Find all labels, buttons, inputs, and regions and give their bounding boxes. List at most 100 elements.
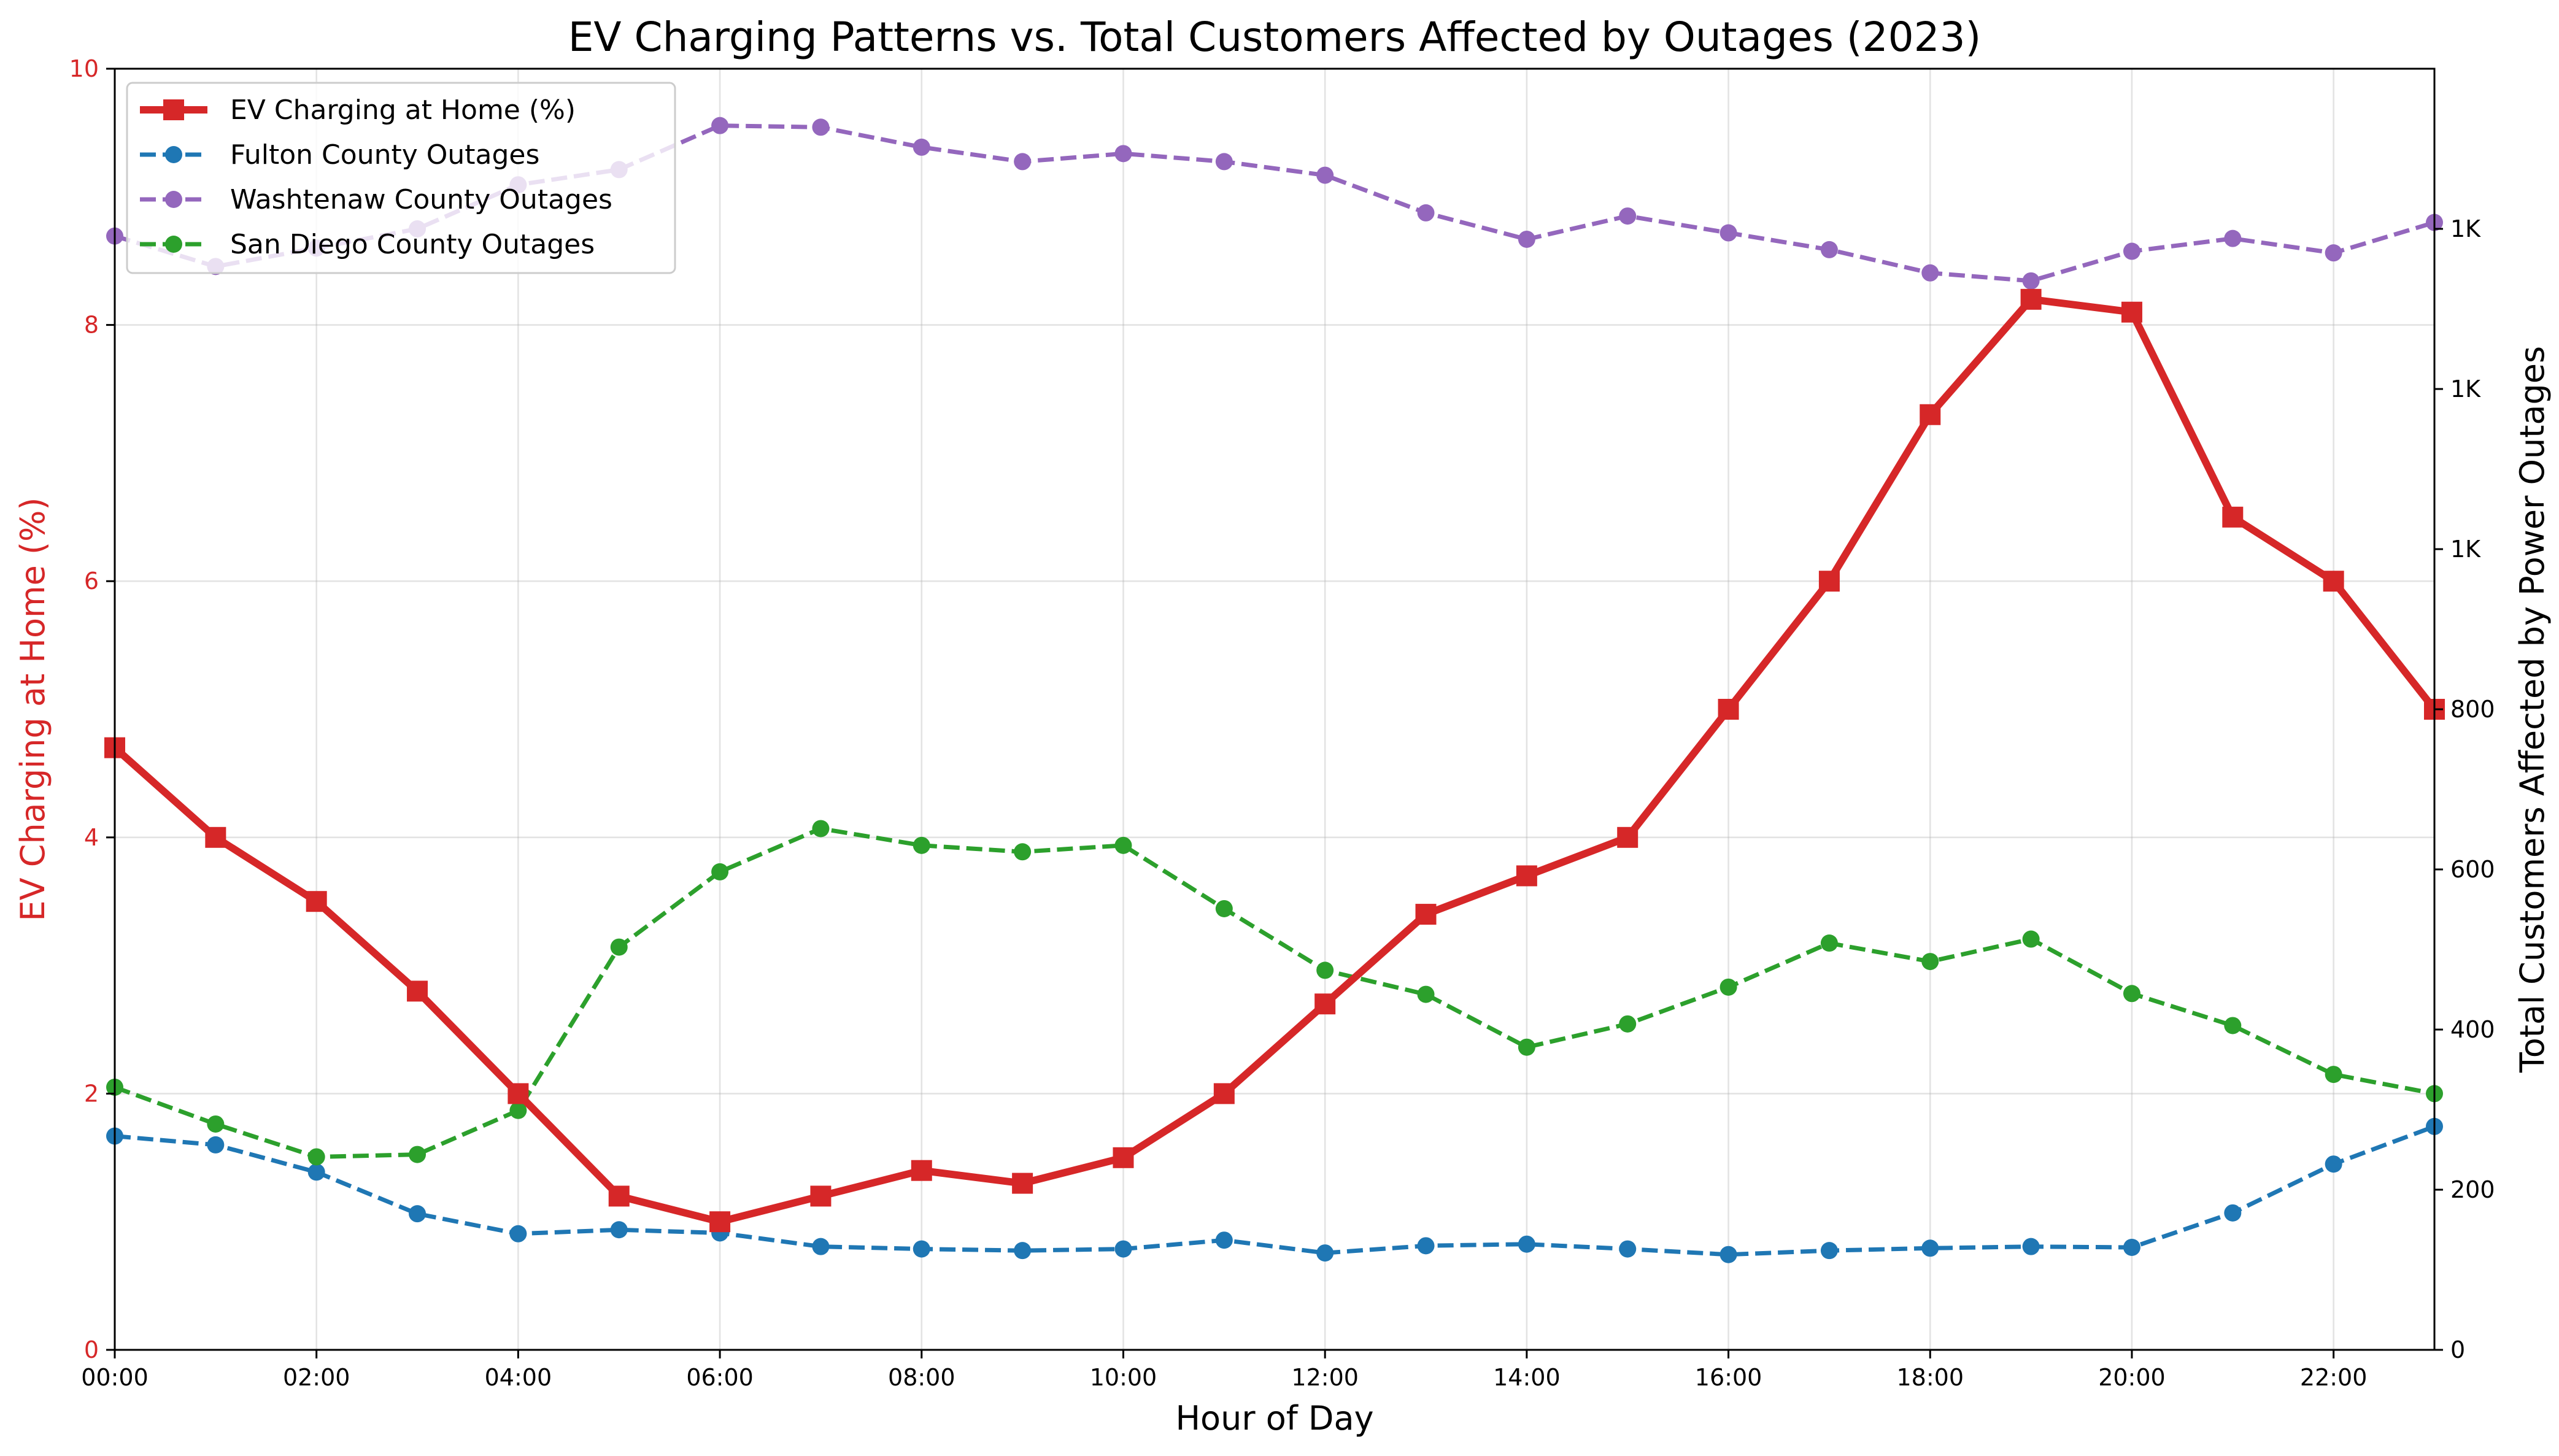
data-point bbox=[1014, 1242, 1032, 1260]
y-left-tick-label: 6 bbox=[84, 568, 99, 595]
data-point bbox=[1518, 1038, 1535, 1056]
data-point bbox=[1518, 230, 1535, 248]
legend-label: Washtenaw County Outages bbox=[230, 184, 612, 215]
data-point bbox=[1113, 1147, 1134, 1168]
data-point bbox=[1213, 1083, 1235, 1104]
chart-title: EV Charging Patterns vs. Total Customers… bbox=[568, 13, 1982, 61]
data-point bbox=[1617, 826, 1638, 848]
legend-marker bbox=[165, 191, 182, 208]
y-right-tick-label: 800 bbox=[2450, 696, 2495, 723]
data-point bbox=[2222, 506, 2244, 528]
data-point bbox=[207, 1115, 225, 1133]
data-point bbox=[2224, 229, 2242, 247]
data-point bbox=[2022, 930, 2040, 948]
x-tick-label: 14:00 bbox=[1493, 1364, 1561, 1391]
legend-box bbox=[126, 82, 676, 274]
data-point bbox=[2123, 985, 2140, 1003]
data-point bbox=[1415, 904, 1437, 925]
data-point bbox=[307, 1163, 325, 1181]
data-point bbox=[1921, 264, 1939, 282]
data-point bbox=[2224, 1017, 2242, 1034]
data-point bbox=[913, 138, 930, 156]
legend-marker bbox=[165, 236, 182, 253]
data-point bbox=[610, 1221, 628, 1239]
y-right-tick-label: 200 bbox=[2450, 1176, 2495, 1203]
legend-marker bbox=[163, 99, 184, 120]
series-ev-charging-at-home bbox=[104, 288, 2445, 1233]
data-point bbox=[1316, 166, 1334, 184]
data-point bbox=[2123, 242, 2140, 260]
data-point bbox=[711, 863, 729, 880]
x-tick-label: 18:00 bbox=[1897, 1364, 1964, 1391]
data-point bbox=[1720, 978, 1737, 996]
x-tick-label: 08:00 bbox=[888, 1364, 955, 1391]
data-point bbox=[1619, 207, 1637, 225]
y-left-tick-label: 10 bbox=[69, 55, 99, 82]
legend-label: Fulton County Outages bbox=[230, 139, 539, 171]
data-point bbox=[1920, 404, 1941, 425]
series-line bbox=[114, 123, 2436, 283]
data-point bbox=[409, 1205, 427, 1223]
data-point bbox=[709, 1211, 731, 1233]
data-point bbox=[1215, 1231, 1233, 1249]
legend-label: EV Charging at Home (%) bbox=[230, 94, 576, 126]
x-tick-label: 06:00 bbox=[686, 1364, 754, 1391]
data-point bbox=[509, 1101, 527, 1119]
data-point bbox=[1720, 1246, 1737, 1263]
data-point bbox=[508, 1083, 529, 1104]
data-point bbox=[1014, 843, 1032, 861]
x-tick-label: 02:00 bbox=[283, 1364, 350, 1391]
data-point bbox=[1215, 153, 1233, 171]
data-point bbox=[913, 836, 930, 854]
series-line bbox=[112, 295, 2437, 1226]
y-right-tick-label: 1K bbox=[2450, 536, 2481, 563]
y-left-tick-label: 8 bbox=[84, 312, 99, 339]
data-point bbox=[2325, 1155, 2342, 1173]
data-point bbox=[1921, 1239, 1939, 1257]
data-point bbox=[911, 1160, 932, 1181]
x-tick-label: 22:00 bbox=[2300, 1364, 2368, 1391]
x-tick-label: 12:00 bbox=[1291, 1364, 1359, 1391]
data-point bbox=[1820, 1242, 1838, 1260]
data-point bbox=[1921, 953, 1939, 971]
data-point bbox=[1114, 145, 1132, 163]
data-point bbox=[1114, 836, 1132, 854]
data-point bbox=[1316, 961, 1334, 979]
data-point bbox=[207, 1136, 225, 1154]
y-axis-right-label: Total Customers Affected by Power Outage… bbox=[2513, 346, 2552, 1073]
data-point bbox=[1619, 1240, 1637, 1258]
data-point bbox=[2123, 1238, 2140, 1256]
legend: EV Charging at Home (%) Fulton County Out… bbox=[126, 82, 676, 274]
data-point bbox=[2121, 301, 2142, 323]
data-point bbox=[409, 1146, 427, 1163]
data-point bbox=[1012, 1173, 1033, 1194]
data-point bbox=[2020, 288, 2042, 310]
axes-layer: 00:00 02:00 04:00 06:00 08:00 10:00 12:00 14:00… bbox=[69, 55, 2495, 1391]
data-point bbox=[1316, 1244, 1334, 1262]
x-axis-label: Hour of Day bbox=[1175, 1399, 1373, 1438]
series-layer bbox=[104, 117, 2445, 1263]
y-left-tick-label: 2 bbox=[84, 1080, 99, 1107]
data-point bbox=[812, 820, 830, 838]
data-point bbox=[205, 826, 226, 848]
legend-label: San Diego County Outages bbox=[230, 229, 595, 260]
y-left-tick-label: 0 bbox=[84, 1336, 99, 1363]
data-point bbox=[610, 938, 628, 956]
data-point bbox=[1114, 1240, 1132, 1258]
data-point bbox=[2224, 1204, 2242, 1222]
data-point bbox=[2022, 272, 2040, 290]
data-point bbox=[2323, 571, 2344, 592]
data-point bbox=[810, 1185, 832, 1207]
data-point bbox=[2325, 244, 2342, 262]
x-tick-label: 10:00 bbox=[1090, 1364, 1157, 1391]
data-point bbox=[1820, 241, 1838, 258]
data-point bbox=[509, 1225, 527, 1242]
series-line bbox=[114, 1124, 2436, 1257]
x-tick-label: 20:00 bbox=[2098, 1364, 2166, 1391]
y-right-tick-label: 1K bbox=[2450, 215, 2481, 242]
y-right-tick-label: 600 bbox=[2450, 856, 2495, 883]
data-point bbox=[2325, 1066, 2342, 1084]
data-point bbox=[1417, 204, 1435, 221]
